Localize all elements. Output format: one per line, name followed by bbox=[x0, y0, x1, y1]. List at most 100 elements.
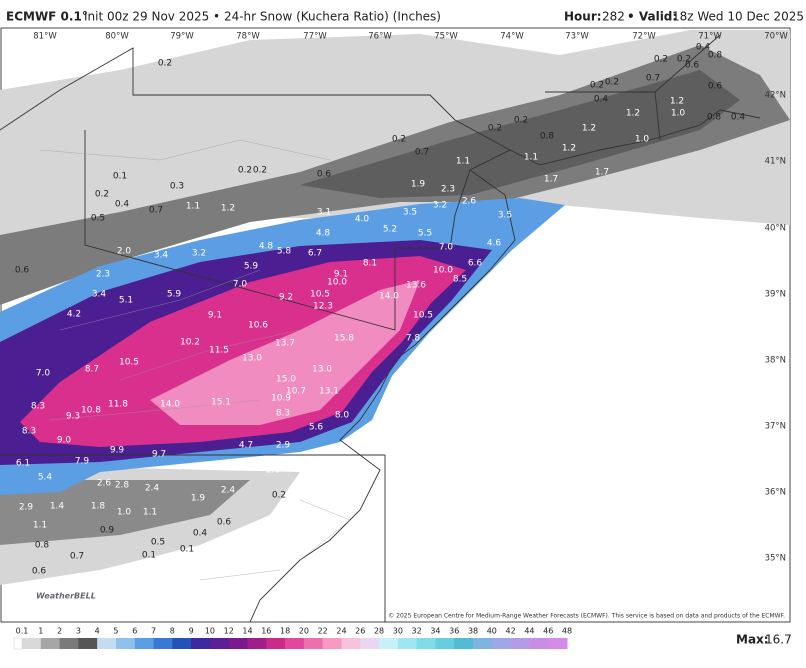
snow-amount-label: 6.6 bbox=[468, 259, 483, 269]
snow-amount-label: 0.2 bbox=[590, 81, 604, 91]
colorbar-tick-label: 12 bbox=[224, 627, 234, 636]
colorbar-segment bbox=[78, 638, 98, 649]
snow-amount-label: 10.7 bbox=[286, 387, 306, 397]
colorbar-tick-label: 44 bbox=[524, 627, 534, 636]
snow-amount-label: 9.9 bbox=[110, 446, 125, 456]
colorbar-segment bbox=[209, 638, 230, 649]
colorbar-tick-label: 32 bbox=[412, 627, 422, 636]
snow-amount-label: 2.4 bbox=[221, 486, 236, 496]
snow-amount-label: 0.2 bbox=[392, 135, 406, 145]
snow-amount-label: 5.8 bbox=[277, 247, 292, 257]
snow-amount-label: 15.0 bbox=[276, 375, 296, 385]
snow-amount-label: 3.5 bbox=[403, 208, 417, 218]
colorbar: 0.1 1 2 3 4 5 6 7 8 9 10 12 14 16 18 20 22 24 26 28 30 32 34 36… bbox=[13, 627, 572, 650]
snow-amount-label: 10.6 bbox=[248, 321, 268, 331]
snow-amount-label: 10.2 bbox=[180, 338, 200, 348]
snow-amount-label: 8.3 bbox=[31, 402, 45, 412]
snow-amount-label: 1.7 bbox=[544, 175, 558, 185]
snow-amount-label: 0.4 bbox=[594, 95, 609, 105]
latitude-label: 37°N bbox=[765, 422, 786, 432]
snow-amount-label: 5.2 bbox=[391, 379, 405, 389]
colorbar-segment bbox=[134, 638, 155, 649]
max-value: 16.7 bbox=[765, 633, 792, 647]
colorbar-tick-label: 8 bbox=[170, 627, 175, 636]
snow-amount-label: 10.5 bbox=[413, 311, 433, 321]
logo: WeatherBELL bbox=[36, 592, 96, 601]
snow-amount-label: 0.8 bbox=[35, 541, 50, 551]
latitude-label: 42°N bbox=[765, 91, 786, 101]
hour-value: 282 bbox=[602, 10, 625, 24]
snow-amount-label: 1.0 bbox=[117, 508, 132, 518]
colorbar-segment bbox=[40, 638, 61, 649]
snow-amount-label: 8.3 bbox=[276, 409, 290, 419]
snow-band-light-pink bbox=[150, 280, 420, 425]
map-area: WeatherBELL © 2025 European Centre for M… bbox=[0, 27, 791, 623]
longitude-label: 73°W bbox=[565, 32, 589, 42]
colorbar-segment bbox=[510, 638, 530, 649]
latitude-label: 38°N bbox=[765, 356, 786, 366]
colorbar-tick-label: 18 bbox=[280, 627, 290, 636]
snow-amount-label: 14.0 bbox=[160, 400, 180, 410]
snow-amount-label: 9.0 bbox=[57, 436, 72, 446]
snow-amount-label: 0.4 bbox=[696, 43, 711, 53]
longitude-label: 80°W bbox=[105, 32, 129, 42]
snow-amount-label: 3.4 bbox=[92, 290, 107, 300]
snow-amount-label: 7.0 bbox=[36, 369, 51, 379]
snow-amount-label: 0.6 bbox=[217, 518, 232, 528]
longitude-label: 74°W bbox=[500, 32, 524, 42]
longitude-label: 76°W bbox=[368, 32, 392, 42]
snow-amount-label: 0.8 bbox=[540, 132, 555, 142]
latitude-label: 39°N bbox=[765, 290, 786, 300]
snow-amount-label: 0.2 bbox=[158, 59, 172, 69]
snow-amount-label: 2.6 bbox=[266, 466, 281, 476]
colorbar-segment bbox=[416, 638, 436, 649]
colorbar-segment bbox=[303, 638, 324, 649]
snow-amount-label: 1.1 bbox=[456, 157, 470, 167]
colorbar-tick-label: 24 bbox=[336, 627, 346, 636]
snow-amount-label: 5.4 bbox=[38, 473, 53, 483]
snow-amount-label: 10.0 bbox=[433, 266, 453, 276]
snow-amount-label: 1.4 bbox=[50, 502, 65, 512]
snow-amount-label: 8.3 bbox=[22, 427, 36, 437]
snow-amount-label: 0.1 bbox=[180, 545, 194, 555]
snow-amount-label: 10.5 bbox=[310, 290, 330, 300]
snow-amount-label: 13.6 bbox=[406, 281, 426, 291]
max-label: Max: bbox=[736, 633, 769, 647]
snow-amount-label: 9.2 bbox=[279, 293, 293, 303]
snow-amount-label: 0.4 bbox=[115, 200, 130, 210]
colorbar-segment bbox=[97, 638, 117, 649]
colorbar-tick-label: 30 bbox=[393, 627, 403, 636]
snow-amount-label: 6.7 bbox=[308, 249, 322, 259]
colorbar-segment bbox=[491, 638, 512, 649]
snow-amount-label: 0.1 bbox=[113, 172, 127, 182]
colorbar-tick-label: 0.1 bbox=[16, 627, 29, 636]
longitude-label: 79°W bbox=[170, 32, 194, 42]
snow-amount-label: 0.2 bbox=[272, 491, 286, 501]
snow-amount-label: 0.3 bbox=[170, 182, 184, 192]
longitude-label: 75°W bbox=[434, 32, 458, 42]
colorbar-tick-label: 20 bbox=[299, 627, 309, 636]
snow-amount-label: 0.5 bbox=[151, 538, 165, 548]
colorbar-tick-label: 7 bbox=[151, 627, 156, 636]
snow-amount-label: 9.7 bbox=[152, 450, 166, 460]
snow-amount-label: 5.9 bbox=[167, 290, 182, 300]
county-lines bbox=[39, 139, 351, 581]
colorbar-tick-label: 34 bbox=[430, 627, 440, 636]
colorbar-tick-label: 4 bbox=[95, 627, 100, 636]
snow-amount-label: 5.2 bbox=[383, 225, 397, 235]
snow-amount-label: 2.3 bbox=[441, 185, 455, 195]
snow-amount-label: 0.8 bbox=[708, 51, 723, 61]
snow-band-grey bbox=[0, 480, 250, 545]
snow-amount-label: 11.5 bbox=[209, 346, 229, 356]
colorbar-tick-label: 6 bbox=[132, 627, 137, 636]
colorbar-segment bbox=[341, 638, 361, 649]
snow-amount-label: 10.9 bbox=[271, 394, 291, 404]
snow-band-darker bbox=[300, 70, 740, 198]
snow-amount-label: 11.8 bbox=[108, 400, 128, 410]
snow-amount-label: 13.7 bbox=[275, 339, 295, 349]
snow-amount-label: 0.7 bbox=[415, 148, 429, 158]
snow-amount-label: 4.8 bbox=[316, 229, 331, 239]
hour-label: Hour: bbox=[564, 10, 602, 24]
snow-amount-label: 10.0 bbox=[327, 278, 347, 288]
county-line bbox=[39, 139, 351, 581]
